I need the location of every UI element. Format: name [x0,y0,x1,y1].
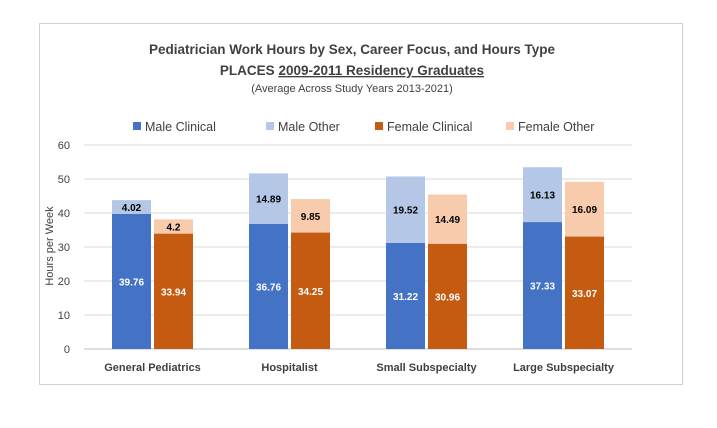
bar-female-other [428,194,467,244]
data-label-male-other: 16.13 [530,191,555,202]
data-label-female-other: 16.09 [572,205,597,216]
y-tick-label: 30 [58,242,70,254]
x-category-label: Small Subspecialty [376,362,477,374]
chart-subtitle-note: (Average Across Study Years 2013-2021) [251,83,453,95]
chart-subtitle: PLACES 2009-2011 Residency Graduates [220,63,484,78]
data-label-male-clinical: 36.76 [256,283,281,294]
y-axis-title: Hours per Week [44,206,56,286]
x-category-label: Large Subspecialty [513,362,615,374]
bar-female-clinical [154,233,193,349]
data-label-male-other: 4.02 [122,203,142,214]
data-label-male-other: 14.89 [256,195,281,206]
legend-swatch-male-other [266,122,274,130]
bar-male-clinical [386,242,425,349]
chart-subtitle-underlined: 2009-2011 Residency Graduates [278,63,484,78]
chart-legend: Male Clinical Male Other Female Clinical Fe… [133,120,594,134]
legend-label-male-clinical: Male Clinical [145,120,216,134]
chart-frame: Pediatrician Work Hours by Sex, Career F… [39,23,683,385]
bar-female-clinical [565,236,604,349]
y-tick-label: 10 [58,310,70,322]
data-label-male-other: 19.52 [393,206,418,217]
y-tick-label: 20 [58,276,70,288]
data-label-female-other: 9.85 [301,212,321,223]
data-label-male-clinical: 37.33 [530,282,555,293]
x-axis-categories: General Pediatrics Hospitalist Small Subsp… [104,362,615,374]
data-label-female-clinical: 33.07 [572,289,597,300]
bar-female-clinical [291,232,330,349]
y-tick-label: 50 [58,174,70,186]
data-label-female-clinical: 33.94 [161,287,186,298]
data-label-male-clinical: 39.76 [119,277,144,288]
x-category-label: Hospitalist [261,362,318,374]
legend-swatch-female-clinical [375,122,383,130]
legend-swatch-female-other [506,122,514,130]
data-label-female-clinical: 34.25 [298,287,323,298]
bar-female-other [154,219,193,234]
legend-label-female-other: Female Other [518,120,594,134]
legend-label-male-other: Male Other [278,120,340,134]
bar-female-other [565,181,604,237]
data-label-male-clinical: 31.22 [393,292,418,303]
y-tick-label: 0 [64,344,70,356]
data-label-female-other: 4.2 [167,222,181,233]
y-axis-ticks: 0 10 20 30 40 50 60 [58,140,70,356]
chart-title: Pediatrician Work Hours by Sex, Career F… [149,42,556,57]
y-tick-label: 40 [58,208,70,220]
data-labels: 39.76 4.02 33.94 4.2 36.76 14.89 34.25 9.85 31.2… [119,191,597,304]
legend-swatch-male-clinical [133,122,141,130]
legend-label-female-clinical: Female Clinical [387,120,472,134]
bar-male-other [386,176,425,243]
bar-female-clinical [428,243,467,349]
bar-female-other [291,199,330,233]
bar-male-other [112,200,151,214]
y-tick-label: 60 [58,140,70,152]
bar-male-other [249,173,288,225]
chart-subtitle-prefix: PLACES [220,63,279,78]
bars [112,167,604,349]
data-label-female-other: 14.49 [435,215,460,226]
bar-male-clinical [523,222,562,349]
bar-male-clinical [249,224,288,349]
x-category-label: General Pediatrics [104,362,201,374]
data-label-female-clinical: 30.96 [435,292,460,303]
stacked-bar-chart: Pediatrician Work Hours by Sex, Career F… [44,42,632,374]
bar-male-other [523,167,562,223]
bar-male-clinical [112,213,151,349]
